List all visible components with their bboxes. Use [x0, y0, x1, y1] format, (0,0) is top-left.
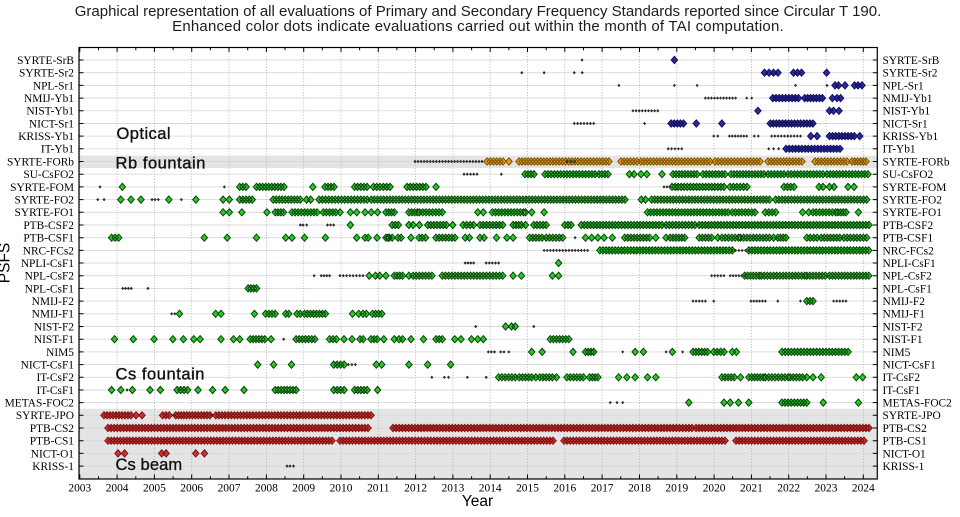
svg-text:KRISS-Yb1: KRISS-Yb1: [883, 131, 939, 143]
svg-text:KRISS-Yb1: KRISS-Yb1: [18, 131, 74, 143]
svg-text:Cs beam: Cs beam: [116, 456, 183, 474]
svg-text:NRC-FCs2: NRC-FCs2: [883, 245, 935, 257]
svg-text:2003: 2003: [68, 483, 91, 495]
svg-text:NPL-Sr1: NPL-Sr1: [883, 80, 924, 92]
svg-text:2007: 2007: [218, 483, 241, 495]
svg-text:SYRTE-SrB: SYRTE-SrB: [883, 55, 940, 67]
svg-text:NIST-F1: NIST-F1: [34, 334, 74, 346]
svg-text:PTB-CS2: PTB-CS2: [883, 423, 928, 435]
svg-text:SU-CsFO2: SU-CsFO2: [23, 169, 74, 181]
svg-text:NMIJ-Yb1: NMIJ-Yb1: [24, 93, 74, 105]
svg-text:NPL-CsF2: NPL-CsF2: [25, 271, 75, 283]
svg-text:2022: 2022: [777, 483, 800, 495]
svg-text:2005: 2005: [143, 483, 166, 495]
svg-text:SYRTE-FORb: SYRTE-FORb: [883, 156, 950, 168]
svg-text:KRISS-1: KRISS-1: [32, 461, 74, 473]
svg-text:SYRTE-FO2: SYRTE-FO2: [883, 195, 943, 207]
svg-text:SYRTE-JPO: SYRTE-JPO: [883, 410, 941, 422]
svg-text:METAS-FOC2: METAS-FOC2: [883, 398, 953, 410]
svg-text:PTB-CSF2: PTB-CSF2: [883, 220, 934, 232]
svg-text:SYRTE-FO2: SYRTE-FO2: [15, 195, 75, 207]
svg-text:NICT-Sr1: NICT-Sr1: [29, 118, 74, 130]
svg-text:SYRTE-Sr2: SYRTE-Sr2: [19, 68, 74, 80]
svg-text:SYRTE-FO1: SYRTE-FO1: [883, 207, 943, 219]
svg-text:NICT-CsF1: NICT-CsF1: [883, 360, 937, 372]
svg-text:2014: 2014: [479, 483, 502, 495]
svg-text:NPL-CsF1: NPL-CsF1: [883, 283, 933, 295]
svg-text:NPL-CsF1: NPL-CsF1: [25, 283, 75, 295]
svg-text:NMIJ-Yb1: NMIJ-Yb1: [883, 93, 933, 105]
svg-text:NICT-Sr1: NICT-Sr1: [883, 118, 928, 130]
svg-text:NIST-F2: NIST-F2: [883, 321, 923, 333]
svg-text:IT-CsF2: IT-CsF2: [883, 372, 921, 384]
svg-text:IT-Yb1: IT-Yb1: [41, 144, 74, 156]
svg-text:2021: 2021: [740, 483, 763, 495]
svg-text:2008: 2008: [255, 483, 278, 495]
svg-text:PTB-CSF1: PTB-CSF1: [23, 233, 74, 245]
svg-text:NRC-FCs2: NRC-FCs2: [23, 245, 75, 257]
svg-text:2004: 2004: [106, 483, 129, 495]
svg-text:Rb fountain: Rb fountain: [116, 155, 206, 173]
svg-text:PTB-CS1: PTB-CS1: [883, 436, 928, 448]
svg-text:2010: 2010: [330, 483, 353, 495]
svg-text:NMIJ-F2: NMIJ-F2: [32, 296, 75, 308]
svg-text:IT-CsF1: IT-CsF1: [36, 385, 74, 397]
svg-text:PTB-CS2: PTB-CS2: [30, 423, 75, 435]
svg-text:2015: 2015: [516, 483, 539, 495]
svg-text:KRISS-1: KRISS-1: [883, 461, 925, 473]
svg-text:2013: 2013: [442, 483, 465, 495]
svg-text:2006: 2006: [180, 483, 203, 495]
svg-text:METAS-FOC2: METAS-FOC2: [5, 398, 75, 410]
svg-text:PTB-CS1: PTB-CS1: [30, 436, 75, 448]
svg-text:SU-CsFO2: SU-CsFO2: [883, 169, 934, 181]
svg-text:2012: 2012: [404, 483, 427, 495]
svg-text:SYRTE-JPO: SYRTE-JPO: [16, 410, 74, 422]
svg-text:SYRTE-FORb: SYRTE-FORb: [7, 156, 74, 168]
svg-text:NICT-CsF1: NICT-CsF1: [21, 360, 75, 372]
svg-text:NMIJ-F1: NMIJ-F1: [883, 309, 926, 321]
svg-text:2023: 2023: [815, 483, 838, 495]
svg-text:NIM5: NIM5: [883, 347, 911, 359]
svg-text:SYRTE-FOM: SYRTE-FOM: [883, 182, 947, 194]
svg-text:NIST-Yb1: NIST-Yb1: [883, 106, 931, 118]
svg-text:IT-Yb1: IT-Yb1: [883, 144, 916, 156]
svg-text:PTB-CSF2: PTB-CSF2: [23, 220, 74, 232]
svg-text:PSFS: PSFS: [0, 243, 14, 283]
svg-text:NPLI-CsF1: NPLI-CsF1: [883, 258, 936, 270]
svg-text:SYRTE-FOM: SYRTE-FOM: [10, 182, 74, 194]
svg-text:NMIJ-F2: NMIJ-F2: [883, 296, 926, 308]
svg-text:2020: 2020: [703, 483, 726, 495]
svg-text:NPL-Sr1: NPL-Sr1: [33, 80, 74, 92]
svg-text:Year: Year: [462, 493, 493, 510]
svg-text:SYRTE-Sr2: SYRTE-Sr2: [883, 68, 938, 80]
svg-text:NIST-Yb1: NIST-Yb1: [26, 106, 74, 118]
svg-text:Optical: Optical: [117, 125, 172, 143]
svg-text:IT-CsF1: IT-CsF1: [883, 385, 921, 397]
svg-text:Cs fountain: Cs fountain: [116, 366, 206, 384]
svg-text:2018: 2018: [628, 483, 651, 495]
svg-text:NICT-O1: NICT-O1: [883, 448, 927, 460]
svg-text:2011: 2011: [367, 483, 390, 495]
svg-text:SYRTE-SrB: SYRTE-SrB: [17, 55, 74, 67]
svg-text:2024: 2024: [852, 483, 875, 495]
svg-text:NICT-O1: NICT-O1: [31, 448, 75, 460]
svg-text:Graphical representation of al: Graphical representation of all evaluati…: [75, 3, 882, 20]
svg-text:SYRTE-FO1: SYRTE-FO1: [15, 207, 75, 219]
svg-text:Enhanced color dots indicate e: Enhanced color dots indicate evaluations…: [172, 18, 784, 35]
svg-text:NPLI-CsF1: NPLI-CsF1: [21, 258, 74, 270]
svg-text:NPL-CsF2: NPL-CsF2: [883, 271, 933, 283]
svg-text:2016: 2016: [553, 483, 576, 495]
svg-text:IT-CsF2: IT-CsF2: [36, 372, 74, 384]
svg-text:2019: 2019: [665, 483, 688, 495]
svg-text:NMIJ-F1: NMIJ-F1: [32, 309, 75, 321]
svg-text:PTB-CSF1: PTB-CSF1: [883, 233, 934, 245]
svg-text:2009: 2009: [292, 483, 315, 495]
svg-text:NIM5: NIM5: [46, 347, 74, 359]
svg-text:NIST-F2: NIST-F2: [34, 321, 74, 333]
svg-text:2017: 2017: [591, 483, 614, 495]
svg-text:NIST-F1: NIST-F1: [883, 334, 923, 346]
